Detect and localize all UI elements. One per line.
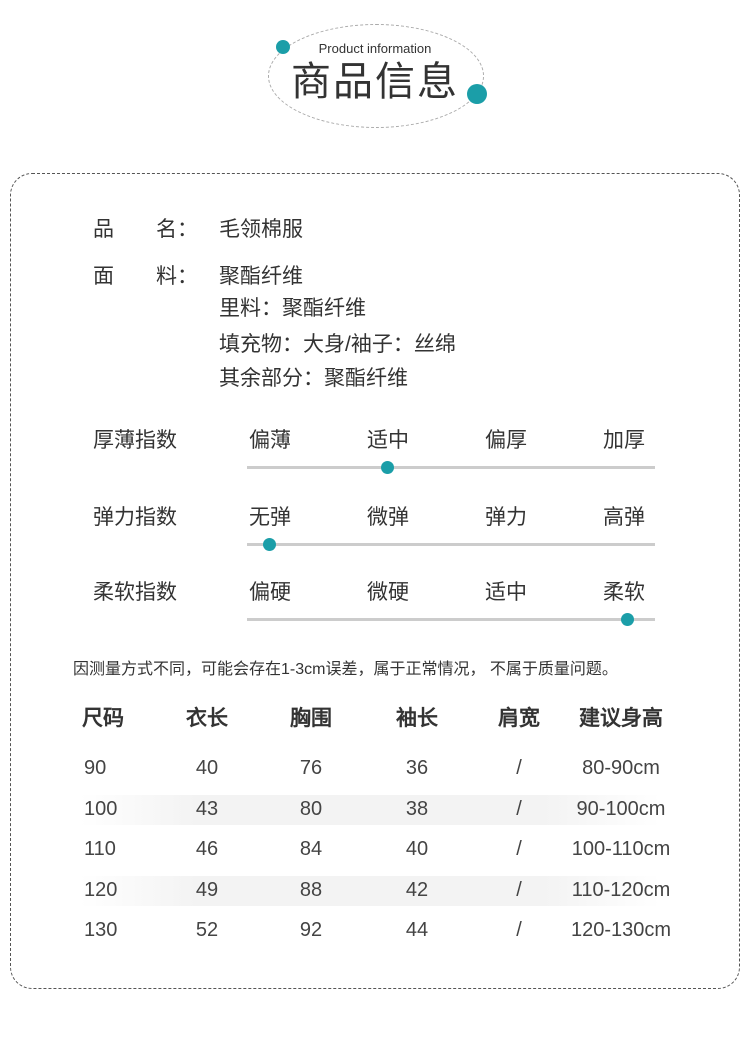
table-cell: / xyxy=(516,838,522,860)
name-value: 毛领棉服 xyxy=(219,218,303,241)
table-cell: 52 xyxy=(195,919,219,941)
table-cell: 40 xyxy=(405,838,429,860)
table-cell: 36 xyxy=(405,757,429,779)
header-subtitle: Product information xyxy=(318,41,432,56)
scale-option: 微弹 xyxy=(367,506,409,529)
table-cell: 100-110cm xyxy=(571,838,671,860)
decor-dot-icon xyxy=(467,84,487,104)
scale-track xyxy=(247,543,655,546)
scale-option: 偏薄 xyxy=(249,429,291,452)
fabric-value: 聚酯纤维 xyxy=(219,265,303,288)
lining: 里料：聚酯纤维 xyxy=(219,297,366,320)
table-header: 衣长 xyxy=(186,707,228,730)
scale-option: 加厚 xyxy=(603,429,645,452)
table-cell: 43 xyxy=(195,797,219,820)
table-cell: 46 xyxy=(195,838,219,860)
other-parts: 其余部分：聚酯纤维 xyxy=(219,367,408,390)
table-cell: 84 xyxy=(299,838,323,860)
scale-marker-icon xyxy=(381,461,394,474)
scale-option: 高弹 xyxy=(603,506,645,529)
scale-marker-icon xyxy=(621,613,634,626)
table-cell: 110 xyxy=(84,838,116,860)
scale-option: 柔软 xyxy=(603,581,645,604)
info-card xyxy=(10,173,740,989)
fabric-label: 面 料： xyxy=(93,265,198,288)
decor-dot-icon xyxy=(276,40,290,54)
table-header: 肩宽 xyxy=(498,707,540,730)
table-cell: 88 xyxy=(299,878,323,901)
table-cell: 90-100cm xyxy=(576,797,666,820)
scale-marker-icon xyxy=(263,538,276,551)
header-title: 商品信息 xyxy=(291,60,459,104)
scale-option: 适中 xyxy=(485,581,527,604)
table-cell: 38 xyxy=(405,797,429,820)
table-header: 建议身高 xyxy=(579,707,663,730)
scale-option: 弹力 xyxy=(485,506,527,529)
table-cell: 80 xyxy=(299,797,323,820)
table-cell: / xyxy=(516,797,522,820)
scale-label: 柔软指数 xyxy=(93,581,177,604)
table-header: 胸围 xyxy=(290,707,332,730)
measurement-note: 因测量方式不同，可能会存在1-3cm误差，属于正常情况， 不属于质量问题。 xyxy=(73,661,618,678)
name-label: 品 名： xyxy=(93,218,198,241)
table-cell: 92 xyxy=(299,919,323,941)
table-cell: 49 xyxy=(195,878,219,901)
table-cell: 80-90cm xyxy=(582,757,660,779)
scale-option: 偏硬 xyxy=(249,581,291,604)
filling: 填充物：大身/袖子：丝绵 xyxy=(219,333,456,356)
table-cell: / xyxy=(516,919,522,941)
table-header: 袖长 xyxy=(396,707,438,730)
scale-option: 无弹 xyxy=(249,506,291,529)
table-cell: 100 xyxy=(84,797,118,820)
scale-track xyxy=(247,466,655,469)
table-cell: 40 xyxy=(195,757,219,779)
table-cell: 130 xyxy=(84,919,118,941)
table-cell: 120-130cm xyxy=(570,919,672,941)
row-stripe xyxy=(80,795,660,825)
table-cell: 42 xyxy=(405,878,429,901)
table-cell: 44 xyxy=(405,919,429,941)
table-cell: 76 xyxy=(299,757,323,779)
table-cell: / xyxy=(516,878,522,901)
table-cell: 120 xyxy=(84,878,118,901)
table-cell: 90 xyxy=(84,757,107,779)
table-cell: 110-120cm xyxy=(571,878,671,901)
header-oval xyxy=(268,24,484,128)
table-cell: / xyxy=(516,757,522,779)
scale-label: 厚薄指数 xyxy=(93,429,177,452)
scale-label: 弹力指数 xyxy=(93,506,177,529)
table-header: 尺码 xyxy=(82,707,124,730)
scale-option: 适中 xyxy=(367,429,409,452)
row-stripe xyxy=(80,876,660,906)
scale-option: 微硬 xyxy=(367,581,409,604)
scale-option: 偏厚 xyxy=(485,429,527,452)
scale-track xyxy=(247,618,655,621)
